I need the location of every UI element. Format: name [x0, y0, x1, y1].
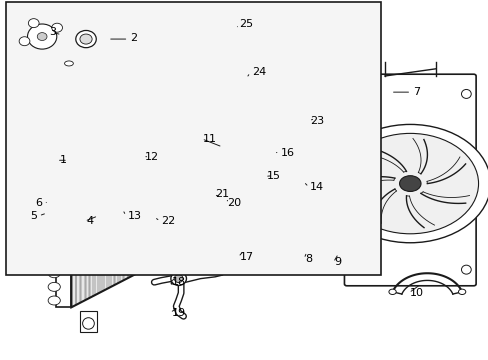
Text: 25: 25 [239, 19, 253, 29]
Text: 5: 5 [30, 211, 37, 221]
Ellipse shape [214, 145, 226, 154]
FancyBboxPatch shape [33, 205, 49, 214]
Ellipse shape [48, 269, 60, 278]
Text: 19: 19 [171, 308, 185, 318]
Text: 23: 23 [310, 116, 324, 126]
Ellipse shape [64, 61, 73, 66]
Ellipse shape [170, 272, 186, 285]
Polygon shape [171, 262, 222, 284]
Ellipse shape [80, 34, 92, 44]
Polygon shape [224, 92, 312, 146]
Ellipse shape [302, 246, 311, 255]
Text: 7: 7 [412, 87, 419, 97]
Ellipse shape [214, 117, 226, 126]
FancyBboxPatch shape [177, 243, 194, 264]
Text: 11: 11 [203, 134, 217, 144]
Circle shape [341, 134, 478, 234]
Ellipse shape [147, 233, 156, 241]
Bar [253, 145, 259, 155]
Ellipse shape [214, 214, 226, 223]
Ellipse shape [461, 265, 470, 274]
Ellipse shape [180, 249, 191, 261]
Ellipse shape [76, 31, 96, 48]
Ellipse shape [27, 24, 57, 49]
Text: 24: 24 [251, 67, 265, 77]
Ellipse shape [257, 85, 269, 95]
Polygon shape [203, 101, 218, 239]
Ellipse shape [48, 228, 60, 237]
Ellipse shape [48, 174, 60, 182]
Text: 14: 14 [310, 182, 324, 192]
Ellipse shape [238, 247, 248, 257]
Ellipse shape [37, 33, 47, 41]
Ellipse shape [208, 124, 222, 135]
Ellipse shape [48, 214, 60, 223]
Text: 22: 22 [161, 216, 176, 226]
Ellipse shape [388, 289, 395, 294]
Ellipse shape [214, 186, 226, 195]
Ellipse shape [218, 189, 226, 196]
Ellipse shape [48, 282, 60, 291]
Ellipse shape [48, 242, 60, 251]
Ellipse shape [96, 212, 101, 216]
Text: 17: 17 [239, 252, 253, 262]
Ellipse shape [48, 201, 60, 210]
Polygon shape [56, 171, 71, 307]
Text: 2: 2 [130, 33, 137, 43]
FancyBboxPatch shape [344, 74, 475, 286]
FancyBboxPatch shape [80, 311, 97, 332]
Text: 8: 8 [305, 254, 312, 264]
Ellipse shape [48, 187, 60, 196]
Text: 6: 6 [35, 198, 42, 208]
Ellipse shape [147, 154, 152, 159]
Polygon shape [71, 101, 203, 307]
Text: 13: 13 [127, 211, 141, 221]
Ellipse shape [214, 172, 226, 181]
Ellipse shape [34, 222, 48, 235]
Ellipse shape [254, 83, 273, 98]
Circle shape [329, 125, 488, 243]
Text: 3: 3 [49, 27, 56, 37]
Text: 4: 4 [86, 216, 93, 226]
Text: 9: 9 [334, 257, 341, 267]
Ellipse shape [241, 249, 245, 254]
Ellipse shape [348, 89, 358, 98]
Ellipse shape [461, 89, 470, 98]
Ellipse shape [119, 207, 126, 214]
Ellipse shape [214, 159, 226, 168]
Ellipse shape [214, 131, 226, 140]
Ellipse shape [48, 296, 60, 305]
Text: 16: 16 [281, 148, 294, 158]
Ellipse shape [214, 104, 226, 112]
Ellipse shape [52, 23, 62, 32]
Ellipse shape [19, 37, 30, 46]
Ellipse shape [214, 200, 226, 209]
Ellipse shape [218, 198, 226, 205]
Bar [219, 143, 225, 152]
Ellipse shape [214, 228, 226, 237]
Ellipse shape [28, 19, 39, 28]
Ellipse shape [458, 289, 465, 294]
Ellipse shape [348, 265, 358, 274]
Ellipse shape [92, 209, 104, 220]
FancyBboxPatch shape [334, 242, 350, 255]
Ellipse shape [174, 275, 183, 283]
Text: 10: 10 [409, 288, 424, 298]
Text: 12: 12 [144, 152, 158, 162]
Ellipse shape [147, 212, 156, 220]
Text: 1: 1 [60, 155, 66, 165]
Text: 20: 20 [227, 198, 241, 208]
Text: 21: 21 [215, 189, 229, 199]
Ellipse shape [144, 152, 155, 162]
Ellipse shape [304, 115, 311, 121]
Ellipse shape [45, 198, 54, 205]
Bar [5, 3, 380, 275]
Ellipse shape [48, 255, 60, 264]
Ellipse shape [119, 197, 126, 204]
Circle shape [399, 176, 420, 192]
Text: 18: 18 [171, 277, 185, 287]
Ellipse shape [304, 248, 308, 252]
Text: 15: 15 [266, 171, 280, 181]
Ellipse shape [82, 318, 94, 329]
